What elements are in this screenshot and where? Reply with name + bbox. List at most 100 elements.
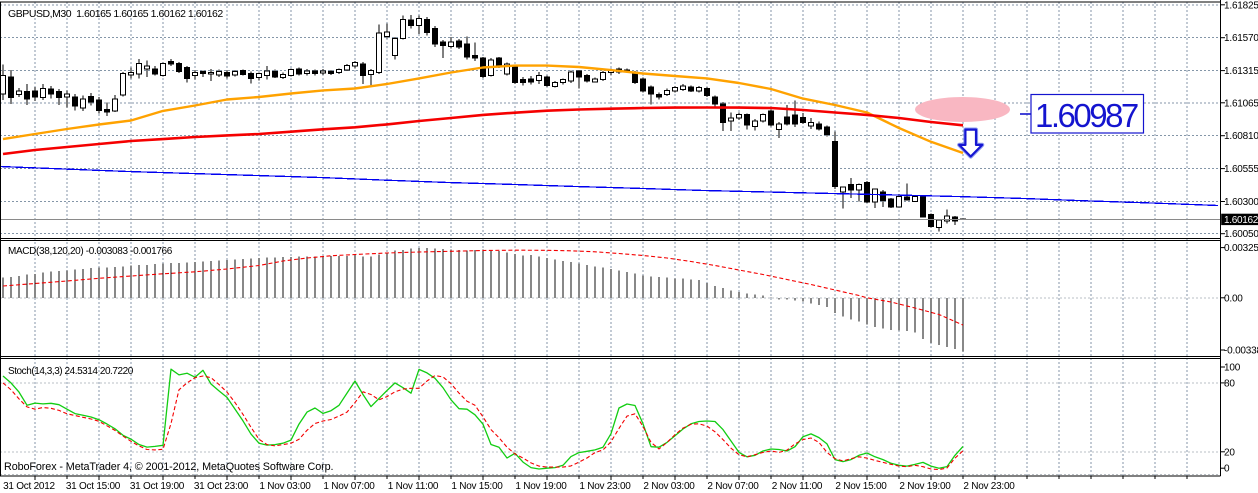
annotation-under-layer [915, 97, 1010, 122]
candle-up [912, 195, 918, 202]
candle-body [536, 74, 542, 82]
candle-body [840, 186, 846, 193]
candle-body [560, 78, 566, 83]
candle-up [568, 70, 574, 83]
candle-body [848, 183, 854, 191]
candle-up [752, 119, 758, 131]
candle-up [232, 70, 238, 77]
candle-up [448, 37, 454, 49]
candle-up [192, 70, 198, 80]
copyright-text: RoboForex - MetaTrader 4, © 2001-2012, M… [4, 461, 334, 473]
candle-up [80, 95, 86, 111]
candle-up [936, 219, 942, 232]
candle-body [0, 74, 6, 95]
candle-body [592, 78, 598, 83]
candle-up [136, 58, 142, 79]
candle-up [280, 72, 286, 79]
candle-down [176, 61, 182, 74]
time-axis-label: 31 Oct 2012 [3, 481, 55, 492]
candle-down [272, 69, 278, 79]
candle-down [328, 70, 334, 75]
stoch-main-line [2, 368, 964, 470]
candle-down [712, 95, 718, 107]
candle-down [512, 65, 518, 84]
candle-body [520, 78, 526, 83]
candle-body [40, 88, 46, 99]
candle-down [792, 100, 798, 128]
candle-body [872, 188, 878, 203]
candle-body [728, 117, 734, 122]
candle-up [336, 68, 342, 75]
candle-down [768, 109, 774, 127]
candle-down [520, 77, 526, 86]
candle-body [680, 85, 686, 91]
candle-body [272, 70, 278, 78]
candle-body [336, 69, 342, 74]
time-axis-label: 1 Nov 07:00 [323, 481, 375, 492]
candle-body [304, 70, 310, 75]
candle-body [512, 66, 518, 83]
candle-down [648, 85, 654, 105]
current-price-tag [1221, 213, 1258, 226]
candle-body [752, 120, 758, 128]
candle-body [408, 19, 414, 26]
candle-body [720, 103, 726, 124]
candle-down [360, 61, 366, 84]
candle-down [544, 75, 550, 87]
candle-down [152, 65, 158, 76]
time-axis-label: 2 Nov 19:00 [899, 481, 951, 492]
candle-up [776, 122, 782, 139]
candle-body [528, 78, 534, 83]
candle-body [424, 19, 430, 34]
price-callout[interactable]: 1.60987 [1020, 93, 1145, 135]
candle-down [408, 15, 414, 29]
candle-body [600, 72, 606, 80]
candle-body [800, 117, 806, 124]
candle-body [296, 68, 302, 75]
candle-up [304, 69, 310, 76]
candle-body [288, 69, 294, 76]
candle-body [152, 68, 158, 75]
callout-price-text: 1.60987 [1035, 97, 1138, 134]
candle-body [568, 71, 574, 82]
candle-up [208, 69, 214, 82]
candle-body [696, 86, 702, 92]
candle-up [736, 112, 742, 120]
candle-down [248, 71, 254, 84]
candle-body [440, 41, 446, 47]
candle-up [592, 77, 598, 83]
candle-up [320, 69, 326, 75]
macd-indicator-label: MACD(38,120,20) -0.003083 -0.001766 [8, 246, 173, 257]
candle-body [456, 40, 462, 48]
candle-up [384, 23, 390, 39]
stoch-indicator-label: Stoch(14,3,3) 24.5314 20.7220 [8, 366, 134, 377]
time-axis-label: 31 Oct 19:00 [130, 481, 185, 492]
candle-up [536, 71, 542, 84]
macd-axis-label: 0.00 [1224, 293, 1243, 304]
candle-body [200, 70, 206, 75]
candle-down [24, 83, 30, 106]
candle-up [120, 71, 126, 97]
down-arrow-icon[interactable] [958, 128, 984, 158]
candle-body [120, 73, 126, 96]
candle-down [928, 213, 934, 228]
candle-body [920, 196, 926, 218]
candle-up [144, 60, 150, 78]
time-axis-label: 2 Nov 03:00 [643, 481, 695, 492]
candle-up [256, 72, 262, 81]
candle-body [208, 72, 214, 75]
candle-body [400, 19, 406, 39]
callout-box [1030, 93, 1145, 134]
candle-body [784, 116, 790, 125]
candle-up [840, 186, 846, 209]
candle-body [88, 95, 94, 103]
candle-body [704, 88, 710, 96]
candle-up [808, 118, 814, 129]
time-axis-label: 1 Nov 23:00 [579, 481, 631, 492]
candle-body [256, 73, 262, 79]
candle-body [216, 70, 222, 76]
highlight-ellipse[interactable] [915, 97, 1010, 122]
candle-body [880, 191, 886, 202]
candle-down [904, 183, 910, 201]
